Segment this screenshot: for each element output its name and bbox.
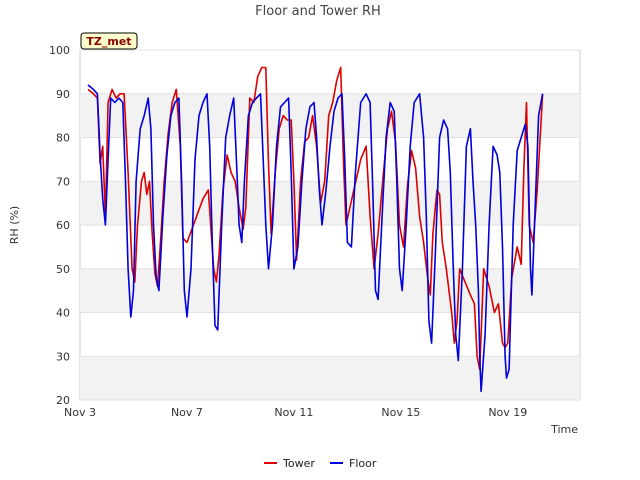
x-axis-label: Time <box>550 423 578 436</box>
badge-label: TZ_met <box>86 35 131 48</box>
y-axis-label: RH (%) <box>8 206 21 244</box>
plot-band <box>80 268 580 313</box>
y-tick-label: 40 <box>56 307 70 320</box>
y-tick-label: 90 <box>56 88 70 101</box>
y-tick-label: 60 <box>56 219 70 232</box>
x-tick-label: Nov 19 <box>488 406 527 419</box>
gridlines <box>80 49 580 401</box>
tz-met-badge: TZ_met <box>80 32 138 50</box>
plot-band <box>80 93 580 138</box>
series-lines <box>87 66 544 393</box>
y-tick-label: 100 <box>49 44 70 57</box>
plot-band <box>80 181 580 225</box>
legend: Tower Floor <box>264 457 377 470</box>
x-tick-label: Nov 11 <box>274 406 313 419</box>
series-line-floor <box>87 84 544 393</box>
y-tick-label: 20 <box>56 394 70 407</box>
plot-band <box>80 356 580 400</box>
y-tick-labels: 20 30 40 50 60 70 80 90 100 <box>49 44 70 407</box>
legend-label-tower: Tower <box>282 457 315 470</box>
y-tick-label: 50 <box>56 263 70 276</box>
chart-title: Floor and Tower RH <box>255 4 381 19</box>
badge-box <box>80 32 138 50</box>
y-tick-label: 80 <box>56 132 70 145</box>
x-tick-labels: Nov 3 Nov 7 Nov 11 Nov 15 Nov 19 <box>64 406 527 419</box>
x-tick-label: Nov 3 <box>64 406 96 419</box>
x-tick-label: Nov 7 <box>171 406 203 419</box>
y-tick-label: 70 <box>56 175 70 188</box>
x-tick-label: Nov 15 <box>381 406 420 419</box>
y-tick-label: 30 <box>56 350 70 363</box>
series-line-tower <box>87 66 544 371</box>
legend-label-floor: Floor <box>349 457 377 470</box>
